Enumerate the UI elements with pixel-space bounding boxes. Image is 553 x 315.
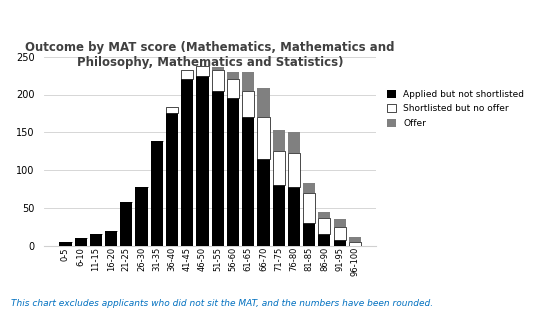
Bar [181, 79, 194, 246]
Bar [181, 70, 194, 79]
Bar [257, 159, 269, 246]
Bar [90, 234, 102, 246]
Bar [196, 76, 208, 246]
Bar [319, 212, 331, 218]
Bar [212, 91, 224, 246]
Bar [303, 223, 315, 246]
Legend: Applied but not shortlisted, Shortlisted but no offer, Offer: Applied but not shortlisted, Shortlisted… [387, 89, 524, 128]
Bar [166, 113, 178, 246]
Bar [319, 218, 331, 234]
Bar [333, 240, 346, 246]
Bar [212, 66, 224, 70]
Bar [333, 227, 346, 240]
Bar [273, 185, 285, 246]
Bar [227, 79, 239, 98]
Bar [288, 153, 300, 187]
Bar [120, 202, 133, 246]
Bar [257, 117, 269, 159]
Bar [196, 66, 208, 76]
Bar [349, 237, 361, 242]
Bar [135, 187, 148, 246]
Bar [257, 89, 269, 117]
Bar [242, 117, 254, 246]
Text: This chart excludes applicants who did not sit the MAT, and the numbers have bee: This chart excludes applicants who did n… [11, 299, 433, 307]
Bar [288, 132, 300, 153]
Bar [212, 70, 224, 91]
Bar [242, 91, 254, 117]
Text: Outcome by MAT score (Mathematics, Mathematics and
Philosophy, Mathematics and S: Outcome by MAT score (Mathematics, Mathe… [25, 41, 395, 69]
Bar [273, 151, 285, 185]
Bar [227, 72, 239, 79]
Bar [151, 141, 163, 246]
Bar [349, 242, 361, 246]
Bar [303, 193, 315, 223]
Bar [166, 107, 178, 113]
Bar [75, 238, 87, 246]
Bar [303, 183, 315, 193]
Bar [59, 242, 71, 246]
Bar [333, 219, 346, 227]
Bar [227, 98, 239, 246]
Bar [105, 231, 117, 246]
Bar [319, 234, 331, 246]
Bar [288, 187, 300, 246]
Bar [242, 72, 254, 91]
Bar [273, 130, 285, 151]
